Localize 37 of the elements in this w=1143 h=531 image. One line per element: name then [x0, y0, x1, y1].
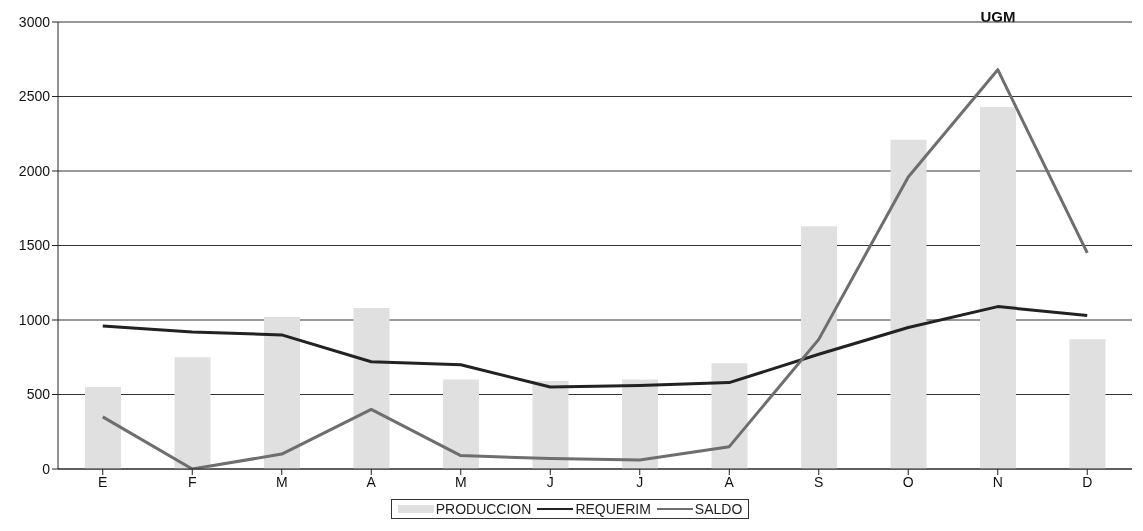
x-tick-label: S	[814, 473, 824, 490]
x-tick-label: F	[187, 473, 197, 490]
legend-label: REQUERIM	[575, 501, 651, 517]
x-tick-label: E	[98, 473, 108, 490]
y-tick-label: 500	[26, 386, 51, 403]
y-tick-label: 1500	[18, 237, 51, 254]
bar	[1069, 339, 1106, 469]
y-tick-label: 0	[42, 460, 51, 477]
x-tick-label: N	[992, 473, 1003, 490]
x-tick-label: M	[275, 473, 288, 490]
bar	[174, 357, 211, 469]
x-tick-label: M	[454, 473, 467, 490]
bar	[801, 226, 837, 469]
x-tick-label: D	[1082, 473, 1093, 490]
bar	[890, 139, 927, 469]
legend-label: PRODUCCION	[435, 501, 532, 517]
bar	[622, 379, 658, 469]
x-tick-label: A	[366, 473, 377, 490]
y-tick-label: 2500	[18, 88, 51, 105]
x-tick-label: A	[724, 473, 735, 490]
bar	[980, 106, 1016, 469]
x-tick-label: J	[636, 473, 644, 490]
chart-title: UGM	[979, 8, 1017, 25]
x-tick-label: O	[902, 473, 914, 490]
bar	[353, 308, 390, 469]
line-series	[101, 305, 1089, 389]
bar	[264, 317, 300, 469]
bar	[532, 381, 569, 469]
y-tick-label: 3000	[18, 13, 51, 30]
y-tick-label: 1000	[18, 311, 51, 328]
legend-label: SALDO	[694, 501, 743, 517]
bar	[85, 387, 121, 469]
bar	[443, 379, 479, 469]
x-tick-label: J	[546, 473, 554, 490]
y-tick-label: 2000	[18, 162, 51, 179]
bar	[711, 363, 748, 469]
line-series	[101, 68, 1089, 469]
